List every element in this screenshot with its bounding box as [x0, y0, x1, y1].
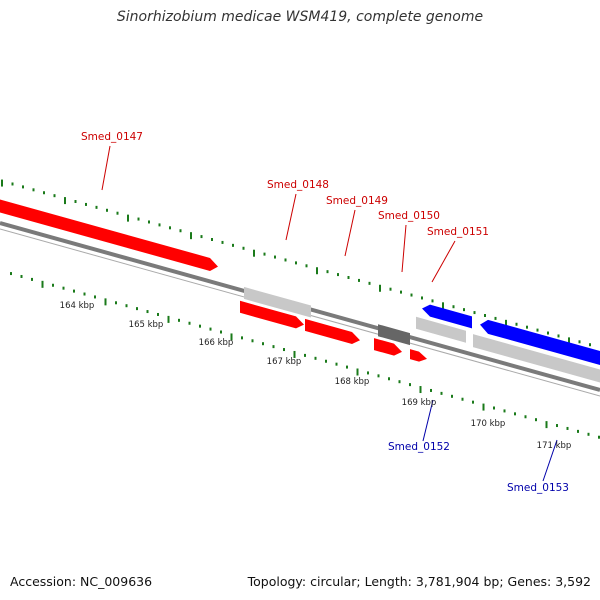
gene-callouts: Smed_0147 Smed_0148 Smed_0149 Smed_0150 Smed…	[81, 131, 569, 494]
callout-leader-line	[285, 193, 297, 241]
gene-smed-0150-arrow	[374, 338, 402, 356]
callout-leader-line	[431, 240, 456, 283]
gene-smed-0151-arrow	[410, 349, 427, 362]
gene-label: Smed_0152	[388, 441, 450, 453]
gene-smed-0150-block	[378, 324, 410, 346]
gene-smed-0153-pseudo-block	[473, 334, 600, 383]
genome-summary-text: Topology: circular; Length: 3,781,904 bp…	[247, 574, 591, 589]
gene-smed-0147-arrow	[0, 199, 218, 271]
gene-label: Smed_0147	[81, 131, 143, 143]
scale-label: 169 kbp	[402, 398, 437, 408]
feature-track	[0, 199, 600, 397]
gene-smed-0152-arrow	[422, 304, 472, 329]
gene-smed-0148-arrow	[240, 300, 304, 329]
callout-leader-line	[401, 224, 407, 273]
scale-label: 168 kbp	[335, 377, 370, 387]
callout-leader-line	[344, 209, 356, 257]
scale-label: 164 kbp	[60, 301, 95, 311]
scale-label: 167 kbp	[267, 357, 302, 367]
gene-label: Smed_0153	[507, 482, 569, 494]
callout-leader-line	[422, 399, 434, 442]
scale-label: 165 kbp	[129, 320, 164, 330]
lower-tick-track	[10, 272, 600, 439]
scale-labels: 164 kbp 165 kbp 166 kbp 167 kbp 168 kbp 169 k…	[60, 301, 572, 451]
scale-label: 166 kbp	[199, 338, 234, 348]
gene-label: Smed_0150	[378, 210, 440, 222]
genome-title: Sinorhizobium medicae WSM419, complete g…	[116, 9, 484, 25]
gene-smed-0152-pseudo-block	[416, 316, 466, 343]
scale-label: 171 kbp	[537, 441, 572, 451]
gene-label: Smed_0151	[427, 226, 489, 238]
gene-label: Smed_0149	[326, 195, 388, 207]
callout-leader-line	[101, 145, 111, 191]
gene-smed-0153-arrow	[480, 319, 600, 365]
callout-leader-line	[542, 439, 558, 482]
gene-label: Smed_0148	[267, 179, 329, 191]
gene-smed-0149-arrow	[305, 318, 360, 344]
gene-smed-0148-pseudo-block	[244, 286, 311, 318]
scale-label: 170 kbp	[471, 419, 506, 429]
accession-text: Accession: NC_009636	[10, 574, 153, 589]
